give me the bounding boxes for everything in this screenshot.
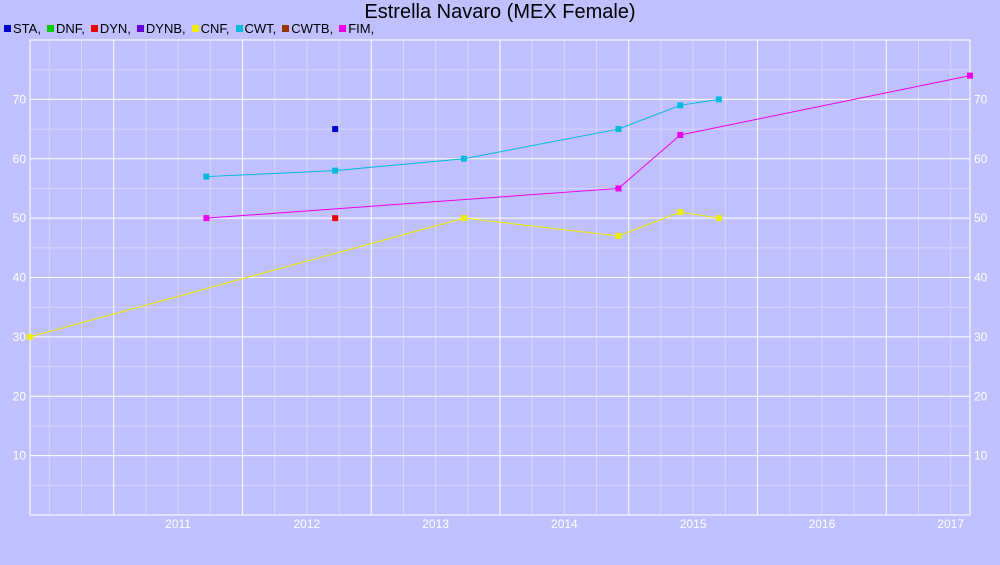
- plot-frame: [29, 39, 971, 516]
- data-point-cnf: [677, 209, 684, 216]
- legend-item-cnf: CNF,: [191, 21, 230, 36]
- legend-item-dynb: DYNB,: [136, 21, 186, 36]
- data-point-fim: [203, 215, 210, 222]
- data-point-cwt: [332, 167, 339, 174]
- data-point-fim: [677, 132, 684, 138]
- data-point-cnf: [27, 333, 33, 340]
- legend-item-sta: STA,: [4, 21, 41, 36]
- legend-swatch: [339, 25, 347, 32]
- y-tick-label-right: 10: [974, 449, 988, 463]
- series-line-cwt: [206, 98, 719, 178]
- y-tick-label-right: 60: [974, 152, 988, 166]
- y-tick-label-left: 30: [13, 330, 27, 344]
- x-tick-label: 2016: [809, 517, 836, 531]
- series-line-fim: [206, 75, 971, 219]
- legend-label: CWT,: [244, 21, 277, 36]
- legend-swatch: [191, 25, 199, 32]
- legend-label: DNF,: [55, 21, 85, 36]
- legend-label: STA,: [13, 21, 41, 36]
- legend-item-cwtb: CWTB,: [282, 21, 333, 36]
- y-tick-label-right: 50: [974, 211, 988, 225]
- data-point-cwt: [677, 102, 684, 109]
- x-tick-label: 2015: [680, 517, 707, 531]
- y-tick-label-left: 60: [13, 152, 27, 166]
- x-tick-label: 2013: [422, 517, 449, 531]
- x-tick-label: 2012: [293, 517, 320, 531]
- chart-title: Estrella Navaro (MEX Female): [364, 1, 636, 23]
- legend-label: DYNB,: [145, 21, 186, 36]
- data-point-cwt: [715, 96, 722, 103]
- y-tick-label-right: 40: [974, 271, 988, 285]
- y-tick-label-right: 70: [974, 92, 988, 106]
- x-tick-label: 2017: [937, 517, 964, 531]
- legend-swatch: [90, 25, 98, 32]
- data-point-cnf: [715, 215, 722, 222]
- y-tick-label-left: 50: [13, 211, 27, 225]
- data-point-fim: [615, 185, 622, 192]
- x-tick-label: 2011: [165, 517, 191, 531]
- legend-label: CWTB,: [291, 21, 334, 36]
- data-point-dyn: [332, 215, 339, 222]
- legend-label: CNF,: [200, 21, 230, 36]
- y-tick-label-left: 40: [13, 271, 27, 285]
- legend: STA, DNF, DYN, DYNB, CNF, CWT, CWTB, FIM,: [4, 21, 380, 36]
- legend-label: FIM,: [348, 21, 375, 36]
- legend-item-cwt: CWT,: [235, 21, 277, 36]
- data-point-cwt: [203, 173, 210, 180]
- data-point-fim: [967, 72, 973, 79]
- legend-swatch: [46, 25, 54, 32]
- y-tick-label-right: 30: [974, 330, 988, 344]
- data-point-sta: [332, 126, 339, 133]
- legend-swatch: [136, 25, 144, 32]
- y-tick-label-right: 20: [974, 389, 988, 403]
- legend-label: DYN,: [99, 21, 131, 36]
- y-tick-label-left: 70: [13, 92, 27, 106]
- data-point-cnf: [460, 215, 467, 222]
- series-line-cnf: [29, 211, 719, 338]
- legend-item-fim: FIM,: [339, 21, 374, 36]
- legend-swatch: [282, 25, 290, 32]
- data-point-cwt: [615, 126, 622, 133]
- legend-item-dnf: DNF,: [46, 21, 85, 36]
- data-point-cwt: [460, 155, 467, 162]
- x-tick-label: 2014: [551, 517, 578, 531]
- y-tick-label-left: 20: [13, 389, 27, 403]
- data-point-cnf: [615, 232, 622, 239]
- legend-item-dyn: DYN,: [90, 21, 131, 36]
- y-tick-label-left: 10: [13, 449, 27, 463]
- legend-swatch: [235, 25, 243, 32]
- legend-swatch: [4, 25, 11, 32]
